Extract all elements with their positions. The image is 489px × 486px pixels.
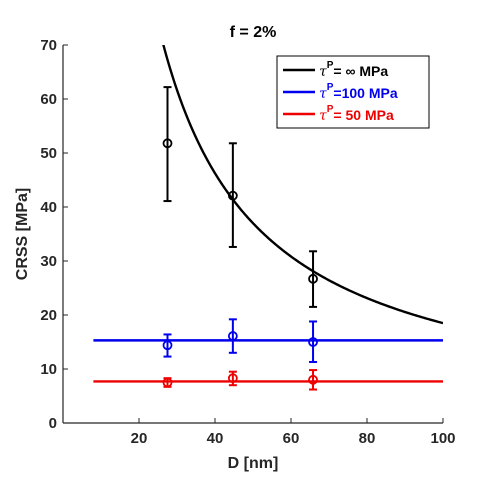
series-2-point-1 xyxy=(227,370,238,387)
y-tick-label: 10 xyxy=(40,361,57,378)
series-1-point-2 xyxy=(308,320,318,363)
series-0-point-2 xyxy=(308,250,318,308)
x-tick-label: 20 xyxy=(131,430,148,447)
x-axis-title: D [nm] xyxy=(228,455,279,472)
series-0-fit-group xyxy=(162,45,443,325)
y-tick-label: 70 xyxy=(40,37,57,54)
y-tick-label: 30 xyxy=(40,253,57,270)
x-tick-label: 60 xyxy=(283,430,300,447)
data-marker xyxy=(227,190,238,201)
data-marker xyxy=(308,374,318,385)
legend-entry-1: τP=100 MPa xyxy=(319,82,398,102)
series-0-point-1 xyxy=(227,142,238,248)
series-1-point-0 xyxy=(162,333,173,358)
y-tick-label: 60 xyxy=(40,91,57,108)
legend-entry-0: τP= ∞ MPa xyxy=(319,60,388,80)
series-0-point-0 xyxy=(162,86,173,203)
data-marker xyxy=(308,337,318,347)
series-1-point-1 xyxy=(227,318,238,354)
plot-area: 20 40 60 80 100 0 10 20 30 40 50 60 70 τP= ∞ MPaτP=10… xyxy=(40,37,455,447)
data-marker xyxy=(162,340,173,351)
y-tick-label: 40 xyxy=(40,199,57,216)
legend-entry-2: τP= 50 MPa xyxy=(319,104,394,124)
data-marker xyxy=(227,331,238,341)
x-tick-label: 100 xyxy=(430,430,455,447)
chart-title: f = 2% xyxy=(230,24,277,41)
series-2-point-2 xyxy=(308,369,318,391)
y-tick-label: 0 xyxy=(49,415,57,432)
y-axis-title: CRSS [MPa] xyxy=(14,188,31,280)
x-tick-label: 80 xyxy=(359,430,376,447)
y-tick-label: 50 xyxy=(40,145,57,162)
y-tick-label: 20 xyxy=(40,307,57,324)
data-marker xyxy=(162,377,173,388)
series-0-fit-curve xyxy=(162,45,443,325)
data-marker xyxy=(227,373,238,384)
data-marker xyxy=(162,138,173,149)
series-2-point-0 xyxy=(162,377,173,388)
data-marker xyxy=(308,273,318,284)
x-tick-label: 40 xyxy=(207,430,224,447)
